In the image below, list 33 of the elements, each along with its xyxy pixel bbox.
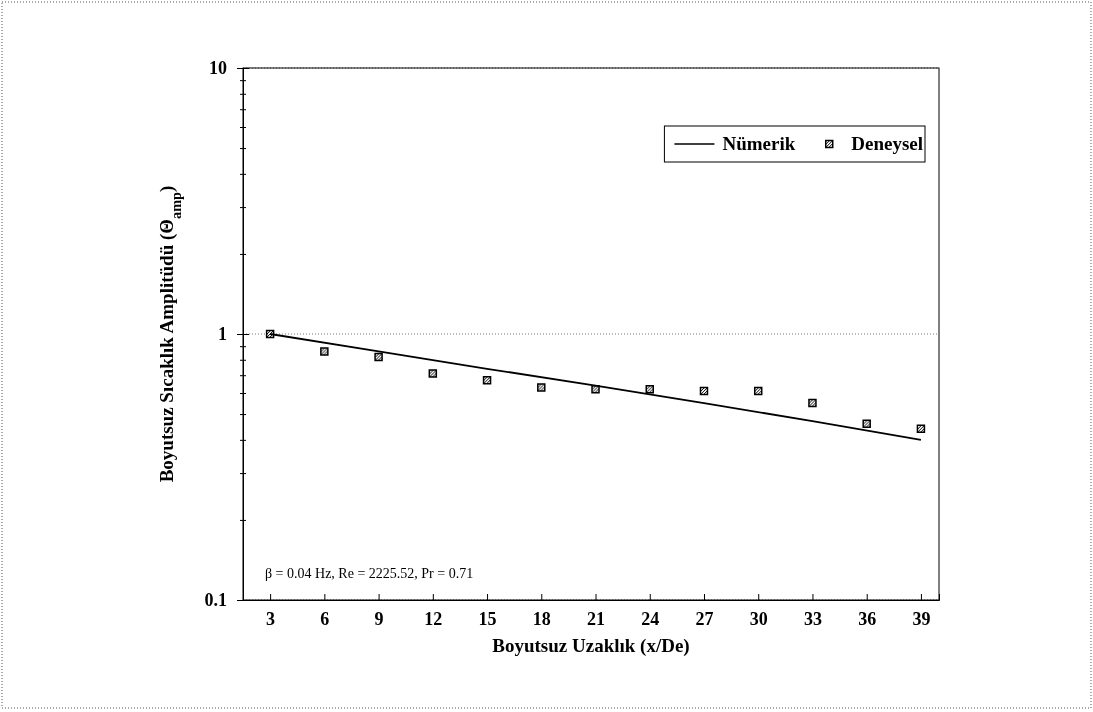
x-tick-label: 18 (532, 608, 551, 629)
point (645, 384, 654, 394)
legend-label: Deneysel (851, 133, 923, 154)
x-tick-label: 27 (695, 608, 714, 629)
x-tick-label: 21 (587, 608, 606, 629)
legend-label: Nümerik (722, 133, 796, 154)
point (374, 352, 383, 362)
point (699, 386, 709, 396)
point (862, 419, 871, 428)
x-tick-label: 36 (858, 608, 877, 629)
y-tick-label: 0.1 (204, 590, 227, 611)
point (320, 347, 329, 356)
x-tick-label: 9 (374, 608, 384, 629)
point (428, 369, 438, 378)
x-tick-label: 39 (912, 608, 931, 629)
point (265, 329, 275, 339)
point (591, 384, 600, 394)
x-tick-label: 12 (424, 608, 443, 629)
point (753, 386, 763, 396)
point (482, 376, 492, 385)
x-tick-label: 15 (478, 608, 497, 629)
x-tick-label: 33 (803, 608, 822, 629)
point (808, 398, 817, 408)
annotation: β = 0.04 Hz, Re = 2225.52, Pr = 0.71 (265, 566, 474, 581)
x-tick-label: 6 (320, 608, 330, 629)
x-tick-label: 24 (641, 608, 660, 629)
y-tick-label: 10 (209, 58, 227, 79)
x-tick-label: 3 (266, 608, 276, 629)
point (916, 424, 926, 434)
x-axis-title: Boyutsuz Uzaklık (x/De) (492, 635, 690, 657)
point (537, 383, 546, 392)
y-tick-label: 1 (218, 324, 227, 345)
x-tick-label: 30 (749, 608, 768, 629)
